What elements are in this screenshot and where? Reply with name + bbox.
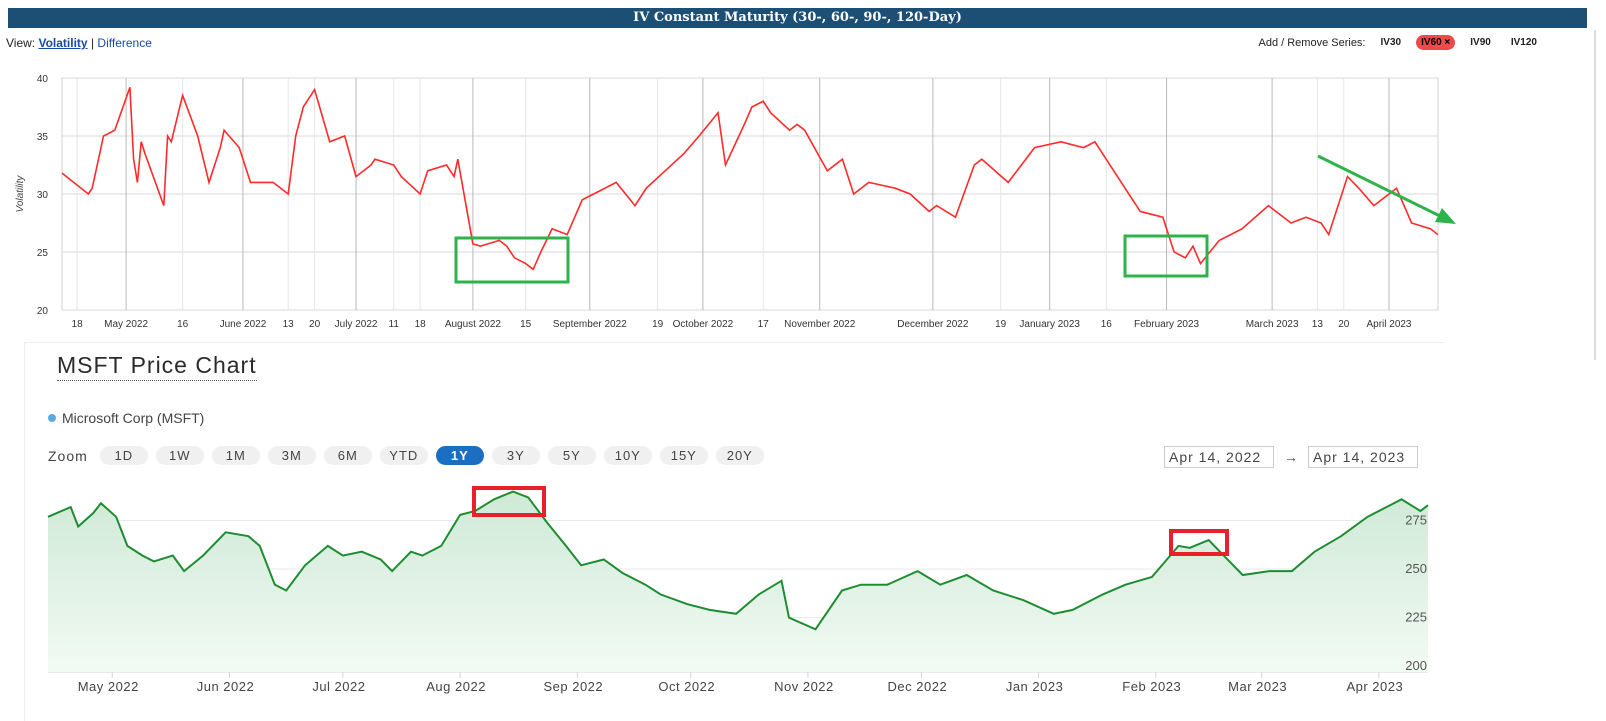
iv-x-tick-label: November 2022 bbox=[784, 319, 856, 330]
iv-series bbox=[61, 87, 1439, 271]
iv-y-tick-label: 35 bbox=[37, 132, 49, 143]
zoom-1y-button[interactable]: 1Y bbox=[435, 446, 484, 465]
page-scrollbar[interactable] bbox=[1594, 30, 1596, 360]
iv-x-tick-label: September 2022 bbox=[553, 319, 627, 330]
zoom-20y-button[interactable]: 20Y bbox=[715, 446, 764, 465]
iv-y-axis-title: Volatility bbox=[15, 175, 26, 213]
msft-panel bbox=[24, 342, 1445, 721]
msft-chart-title: MSFT Price Chart bbox=[57, 352, 257, 381]
iv-x-tick-label: June 2022 bbox=[220, 319, 267, 330]
date-range: Apr 14, 2022 → Apr 14, 2023 bbox=[1164, 446, 1418, 468]
iv-x-tick-label: 13 bbox=[1312, 319, 1324, 330]
iv-x-tick-label: 20 bbox=[309, 319, 321, 330]
iv-y-tick-label: 25 bbox=[37, 248, 49, 259]
msft-legend[interactable]: Microsoft Corp (MSFT) bbox=[48, 410, 204, 426]
iv-x-tick-label: January 2023 bbox=[1019, 319, 1080, 330]
series-controls: Add / Remove Series: IV30 IV60 × IV90 IV… bbox=[1259, 35, 1543, 50]
iv60-line bbox=[61, 87, 1439, 271]
iv-highlight-box-feb-2023 bbox=[1123, 234, 1209, 278]
iv-x-tick-label: 11 bbox=[389, 319, 400, 330]
iv-x-tick-label: July 2022 bbox=[335, 319, 378, 330]
iv-y-axis: 20 25 30 35 40 bbox=[37, 74, 49, 317]
series-iv90-button[interactable]: IV90 bbox=[1470, 37, 1491, 48]
iv-highlight-box-aug-2022 bbox=[454, 236, 570, 284]
iv-x-tick-label: 15 bbox=[520, 319, 532, 330]
view-toggle: View: Volatility | Difference bbox=[6, 36, 152, 50]
zoom-5y-button[interactable]: 5Y bbox=[547, 446, 596, 465]
iv-x-tick-label: 16 bbox=[177, 319, 189, 330]
iv-chart-title: IV Constant Maturity (30-, 60-, 90-, 120… bbox=[8, 8, 1587, 28]
range-to-input[interactable]: Apr 14, 2023 bbox=[1308, 446, 1418, 468]
range-arrow-icon: → bbox=[1284, 449, 1298, 465]
iv-x-axis: 18 May 2022 16 June 2022 13 20 July 2022 11 18 Au… bbox=[72, 319, 1412, 330]
legend-label: Microsoft Corp (MSFT) bbox=[62, 410, 205, 426]
iv-x-tick-label: 19 bbox=[995, 319, 1007, 330]
zoom-1m-button[interactable]: 1M bbox=[211, 446, 260, 465]
iv-x-tick-label: August 2022 bbox=[445, 319, 502, 330]
iv-y-tick-label: 30 bbox=[37, 190, 49, 201]
zoom-3y-button[interactable]: 3Y bbox=[491, 446, 540, 465]
zoom-1w-button[interactable]: 1W bbox=[155, 446, 204, 465]
iv-y-tick-label: 40 bbox=[37, 74, 49, 85]
iv-x-tick-label: March 2023 bbox=[1246, 319, 1299, 330]
iv-chart: 20 25 30 35 40 18 May 2022 16 June 2022 13 20 July… bbox=[15, 74, 1456, 330]
view-label: View: bbox=[6, 36, 36, 50]
zoom-ytd-button[interactable]: YTD bbox=[379, 446, 428, 465]
iv-x-tick-label: 16 bbox=[1101, 319, 1113, 330]
iv-x-tick-label: December 2022 bbox=[897, 319, 969, 330]
zoom-15y-button[interactable]: 15Y bbox=[659, 446, 708, 465]
view-separator: | bbox=[90, 36, 95, 50]
view-difference-link[interactable]: Difference bbox=[97, 36, 152, 50]
series-iv60-button[interactable]: IV60 × bbox=[1416, 35, 1456, 50]
zoom-6m-button[interactable]: 6M bbox=[323, 446, 372, 465]
iv-grid bbox=[61, 77, 1439, 311]
iv-x-tick-label: May 2022 bbox=[104, 319, 148, 330]
zoom-3m-button[interactable]: 3M bbox=[267, 446, 316, 465]
iv-x-tick-label: October 2022 bbox=[673, 319, 734, 330]
series-iv30-button[interactable]: IV30 bbox=[1380, 37, 1402, 48]
iv-x-tick-label: 13 bbox=[283, 319, 295, 330]
iv-x-tick-label: 20 bbox=[1338, 319, 1350, 330]
range-from-input[interactable]: Apr 14, 2022 bbox=[1164, 446, 1274, 468]
zoom-10y-button[interactable]: 10Y bbox=[603, 446, 652, 465]
legend-dot-icon bbox=[48, 414, 56, 422]
zoom-label: Zoom bbox=[48, 447, 88, 464]
trend-arrow-head bbox=[1435, 208, 1456, 224]
iv-x-tick-label: February 2023 bbox=[1134, 319, 1199, 330]
iv-y-tick-label: 20 bbox=[37, 306, 49, 317]
iv-x-tick-label: April 2023 bbox=[1366, 319, 1411, 330]
zoom-bar: Zoom 1D 1W 1M 3M 6M YTD 1Y 3Y 5Y 10Y 15Y… bbox=[48, 446, 764, 465]
view-volatility-link[interactable]: Volatility bbox=[38, 36, 88, 50]
iv-x-tick-label: 19 bbox=[652, 319, 664, 330]
iv-x-tick-label: 17 bbox=[758, 319, 770, 330]
series-controls-label: Add / Remove Series: bbox=[1258, 36, 1366, 49]
iv-x-tick-label: 18 bbox=[415, 319, 427, 330]
iv-x-tick-label: 18 bbox=[72, 319, 84, 330]
series-iv120-button[interactable]: IV120 bbox=[1510, 37, 1537, 48]
zoom-1d-button[interactable]: 1D bbox=[99, 446, 148, 465]
trend-arrow-line bbox=[1317, 154, 1445, 220]
